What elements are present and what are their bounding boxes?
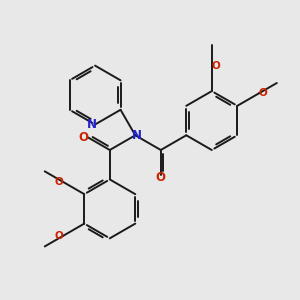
Text: O: O	[55, 177, 63, 187]
Text: O: O	[211, 61, 220, 71]
Text: O: O	[258, 88, 267, 98]
Text: N: N	[132, 129, 142, 142]
Text: O: O	[79, 131, 89, 144]
Text: O: O	[55, 231, 63, 241]
Text: O: O	[156, 172, 166, 184]
Text: N: N	[87, 118, 97, 131]
